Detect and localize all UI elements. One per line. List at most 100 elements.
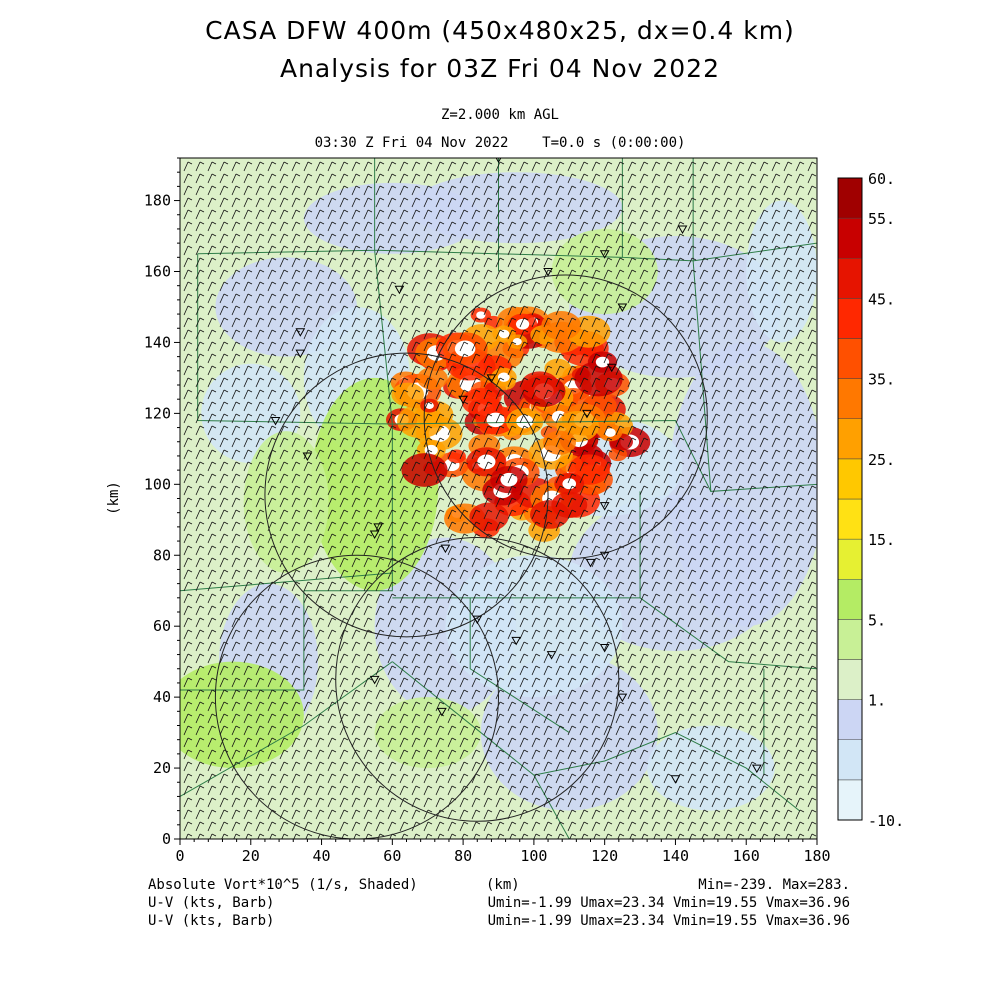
wind-barb-507 [543,269,553,280]
wind-barb-1397 [411,473,421,484]
wind-barb-2863 [195,809,205,820]
wind-barb-2231 [243,665,253,676]
wind-barb-441 [387,257,397,268]
wind-barb-2517 [495,725,505,736]
wind-barb-321 [219,233,229,244]
wind-barb-2763 [267,785,277,796]
wind-barb-1828 [495,569,505,580]
wind-barb-2497 [255,725,265,736]
wind-barb-719 [543,317,553,328]
wind-barb-1635 [723,521,733,532]
wind-barb-1187 [435,425,445,436]
wind-barb-2407 [447,701,457,712]
wind-barb-2062 [759,617,769,628]
vort-cell-135 [469,502,509,532]
wind-barb-495 [399,269,409,280]
wind-barb-962 [279,377,289,388]
wind-barb-475 [795,257,805,268]
wind-barb-872 [471,353,481,364]
wind-barb-2789 [579,785,589,796]
wind-barb-1958 [783,593,793,604]
wind-barb-2005 [711,605,721,616]
wind-barb-2563 [411,737,421,748]
wind-barb-2544 [183,737,193,748]
wind-barb-2699 [771,761,781,772]
wind-barb-972 [399,377,409,388]
wind-barb-2946 [555,821,565,832]
wind-barb-242 [543,209,553,220]
wind-barb-853 [243,353,253,364]
wind-barb-2703 [183,773,193,784]
wind-barb-2588 [711,737,721,748]
wind-barb-780 [639,329,649,340]
wind-barb-612 [531,293,541,304]
wind-barb-2288 [291,677,301,688]
wind-barb-673 [627,305,637,316]
wind-barb-124 [399,185,409,196]
wind-barb-2350 [399,689,409,700]
wind-barb-91 [639,173,649,184]
wind-barb-1605 [363,521,373,532]
wind-barb-1849 [747,569,757,580]
wind-barb-1313 [675,449,685,460]
wind-barb-2793 [627,785,637,796]
y-tick-label-4: 80 [153,546,171,564]
wind-barb-1358 [579,461,589,472]
wind-barb-2794 [639,785,649,796]
wind-barb-1521 [627,497,637,508]
wind-barb-2004 [699,605,709,616]
wind-barb-676 [663,305,673,316]
wind-barb-1471 [663,485,673,496]
wind-barb-1626 [615,521,625,532]
wind-barb-1320 [759,449,769,460]
wind-barb-1558 [435,509,445,520]
wind-barb-1661 [399,533,409,544]
wind-barb-824 [531,341,541,352]
wind-barb-2108 [675,629,685,640]
wind-barb-2928 [339,821,349,832]
wind-barb-2535 [711,725,721,736]
wind-barb-2782 [495,785,505,796]
wind-barb-1420 [687,473,697,484]
wind-barb-1581 [711,509,721,520]
wind-barb-2556 [327,737,337,748]
wind-barb-599 [375,293,385,304]
wind-barb-932 [555,365,565,376]
wind-barb-1771 [447,557,457,568]
wind-barb-1928 [423,593,433,604]
wind-barb-198 [651,197,661,208]
wind-barb-1941 [579,593,589,604]
wind-barb-2691 [675,761,685,772]
wind-barb-2768 [327,785,337,796]
wind-barb-1449 [399,485,409,496]
wind-barb-2008 [747,605,757,616]
wind-barb-628 [723,293,733,304]
wind-barb-1144 [555,413,565,424]
radar-site-28 [543,268,553,277]
wind-barb-1961 [183,605,193,616]
wind-barb-1600 [303,521,313,532]
level-label: Z=2.000 km AGL [440,107,559,123]
wind-barb-2824 [363,797,373,808]
wind-barb-157 [795,185,805,196]
wind-barb-1386 [279,473,289,484]
wind-barb-489 [327,269,337,280]
wind-barb-471 [747,257,757,268]
wind-barb-2303 [471,677,481,688]
wind-barb-2307 [519,677,529,688]
wind-barb-2301 [447,677,457,688]
wind-barb-1201 [603,425,613,436]
wind-barb-2178 [243,653,253,664]
wind-barb-376 [243,245,253,256]
wind-barb-204 [723,197,733,208]
wind-barb-2954 [651,821,661,832]
wind-barb-2204 [555,653,565,664]
wind-barb-656 [423,305,433,316]
wind-barb-372 [195,245,205,256]
wind-barb-1799 [783,557,793,568]
wind-barb-2144 [471,641,481,652]
wind-barb-2041 [507,617,517,628]
wind-barb-2197 [471,653,481,664]
wind-barb-2884 [447,809,457,820]
wind-barb-174 [363,197,373,208]
